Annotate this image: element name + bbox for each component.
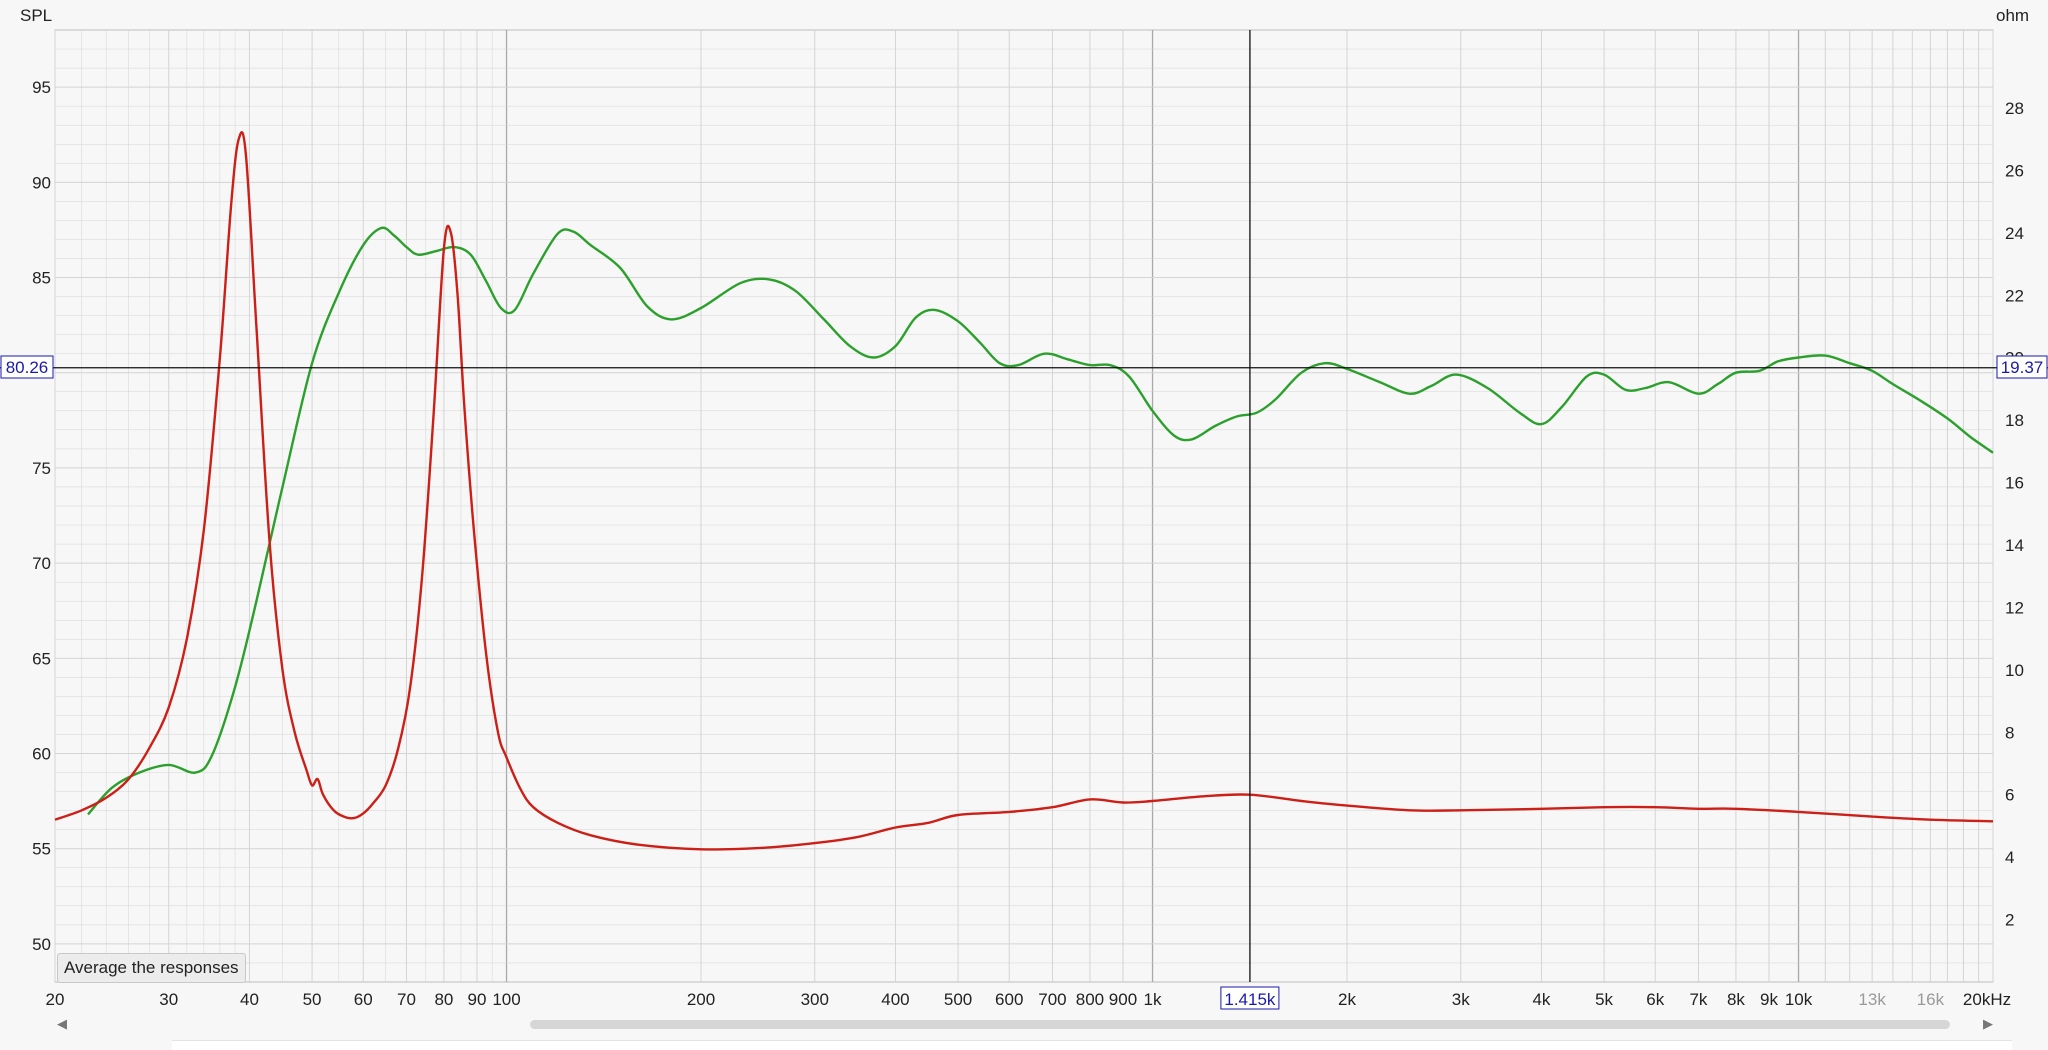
right-axis-title: ohm [1996, 6, 2029, 25]
y-tick-label: 95 [32, 78, 51, 97]
x-tick-label: 4k [1532, 990, 1550, 1009]
y-tick-label: 55 [32, 840, 51, 859]
y-tick-label: 90 [32, 173, 51, 192]
x-tick-label: 13k [1858, 990, 1886, 1009]
x-tick-label: 30 [159, 990, 178, 1009]
cursor-freq-label: 1.415k [1224, 990, 1276, 1009]
x-tick-label: 100 [492, 990, 520, 1009]
cursor-ohm-label-box [1996, 355, 2048, 379]
y2-tick-label: 26 [2005, 161, 2024, 180]
horizontal-scrollbar[interactable]: ◀ ▶ [55, 1017, 1995, 1031]
y-tick-label: 85 [32, 269, 51, 288]
x-tick-label: 1k [1144, 990, 1162, 1009]
left-axis-title: SPL [20, 6, 52, 25]
x-tick-label: 70 [397, 990, 416, 1009]
x-tick-label: 700 [1038, 990, 1066, 1009]
scroll-right-icon[interactable]: ▶ [1983, 1016, 1993, 1031]
x-tick-label: 50 [303, 990, 322, 1009]
y-tick-label: 65 [32, 649, 51, 668]
y-tick-label: 75 [32, 459, 51, 478]
x-tick-labels: 20 30 40 50 60 70 80 90 100 200 300 400 500 600 700 800… [46, 990, 2012, 1009]
scroll-thumb[interactable] [530, 1020, 1950, 1029]
x-tick-label: 500 [944, 990, 972, 1009]
y2-tick-label: 14 [2005, 536, 2024, 555]
y2-tick-label: 2 [2005, 911, 2014, 930]
x-tick-label: 20 [46, 990, 65, 1009]
y2-tick-label: 18 [2005, 411, 2024, 430]
x-tick-label: 9k [1760, 990, 1778, 1009]
average-responses-button[interactable]: Average the responses [57, 953, 246, 983]
y2-tick-label: 12 [2005, 598, 2024, 617]
y2-tick-label: 8 [2005, 723, 2014, 742]
x-tick-label: 10k [1785, 990, 1813, 1009]
y-tick-label: 60 [32, 745, 51, 764]
x-tick-label: 5k [1595, 990, 1613, 1009]
x-tick-label: 800 [1076, 990, 1104, 1009]
x-tick-label: 900 [1109, 990, 1137, 1009]
x-tick-label: 60 [354, 990, 373, 1009]
y2-tick-label: 4 [2005, 848, 2014, 867]
y2-tick-label: 28 [2005, 99, 2024, 118]
x-tick-label: 3k [1452, 990, 1470, 1009]
cursor-spl-label: 80.26 [6, 358, 49, 377]
x-tick-label: 80 [434, 990, 453, 1009]
x-tick-label: 8k [1727, 990, 1745, 1009]
y2-tick-label: 10 [2005, 661, 2024, 680]
y2-tick-label: 22 [2005, 286, 2024, 305]
y2-tick-label: 16 [2005, 474, 2024, 493]
cursor-spl-label-box [0, 355, 54, 379]
y2-tick-labels: 246810121416182022242628 [2005, 99, 2024, 930]
impedance-line [54, 131, 1994, 851]
grid-lines [54, 30, 1994, 982]
x-tick-label: 300 [801, 990, 829, 1009]
cursor-crosshair[interactable] [0, 30, 2048, 982]
x-tick-label: 16k [1917, 990, 1945, 1009]
x-tick-label: 7k [1689, 990, 1707, 1009]
cursor-freq-label-box [1220, 986, 1280, 1010]
y2-tick-label: 24 [2005, 224, 2024, 243]
x-tick-label: 20kHz [1963, 990, 2011, 1009]
x-tick-label: 90 [468, 990, 487, 1009]
x-tick-label: 40 [240, 990, 259, 1009]
x-tick-label: 2k [1338, 990, 1356, 1009]
x-tick-label: 200 [687, 990, 715, 1009]
x-tick-label: 400 [881, 990, 909, 1009]
scroll-left-icon[interactable]: ◀ [57, 1016, 67, 1031]
series-group [54, 131, 1994, 851]
x-tick-label: 600 [995, 990, 1023, 1009]
cursor-ohm-label: 19.37 [2001, 358, 2044, 377]
y-tick-label: 70 [32, 554, 51, 573]
x-tick-label: 6k [1646, 990, 1664, 1009]
spl-line [87, 226, 1994, 816]
bottom-panel-edge [172, 1040, 2012, 1050]
y2-tick-label: 6 [2005, 786, 2014, 805]
y-tick-labels: 50556065707580859095 [32, 78, 51, 954]
y-tick-label: 50 [32, 935, 51, 954]
